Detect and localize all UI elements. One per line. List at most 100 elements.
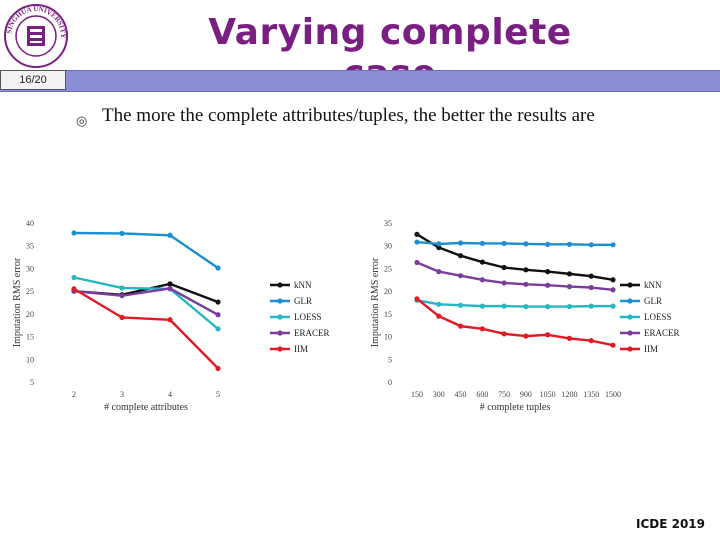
x-tick-label: 1500	[605, 390, 621, 399]
data-point-eracer	[215, 312, 221, 318]
legend-label-glr: GLR	[294, 296, 312, 306]
series-line-glr	[416, 240, 613, 247]
y-tick-label: 15	[26, 333, 34, 342]
circled-dot-bullet-icon: ◎	[76, 113, 88, 128]
y-tick-label: 30	[384, 242, 392, 251]
data-point-glr	[588, 242, 594, 248]
x-axis-label: # complete tuples	[480, 402, 551, 413]
data-point-iim	[566, 335, 573, 341]
chart-complete-attributes: 5 10 15 20 25 30 35 40 2 3 4 5 # complete attributes…	[12, 219, 330, 413]
data-point-loess	[71, 274, 77, 281]
data-point-knn	[436, 244, 442, 251]
y-tick-label: 20	[26, 310, 34, 319]
x-tick-label: 150	[411, 390, 423, 399]
data-point-loess	[436, 301, 442, 307]
y-axis-label: Imputation RMS error	[370, 257, 381, 347]
data-point-eracer	[436, 269, 442, 275]
data-point-loess	[545, 303, 551, 310]
data-point-iim	[545, 332, 551, 338]
y-tick-label: 25	[384, 264, 392, 273]
series-line-glr	[73, 231, 219, 269]
x-tick-label: 5	[216, 390, 220, 399]
series-line-eracer	[416, 261, 614, 291]
x-tick-label: 750	[498, 390, 510, 399]
x-tick-label: 3	[120, 390, 124, 399]
x-tick-label: 1050	[540, 390, 556, 399]
series-line-iim	[416, 297, 614, 347]
legend-label-loess: LOESS	[644, 312, 672, 322]
legend-label-eracer: ERACER	[644, 328, 680, 338]
data-point-loess	[215, 326, 221, 332]
data-point-glr	[610, 242, 616, 248]
y-tick-label: 5	[30, 378, 34, 387]
legend-marker-glr	[277, 298, 283, 304]
data-point-glr	[566, 241, 573, 247]
data-point-glr	[479, 240, 485, 247]
data-point-glr	[457, 240, 464, 246]
data-point-iim	[610, 342, 616, 348]
data-point-eracer	[566, 284, 573, 290]
data-point-knn	[545, 269, 551, 275]
x-tick-label: 4	[168, 390, 172, 399]
data-point-iim	[588, 338, 594, 344]
legend-label-iim: IIM	[294, 344, 308, 354]
data-point-knn	[167, 281, 173, 287]
data-point-knn	[457, 253, 464, 259]
series-line-loess	[73, 276, 219, 330]
data-point-loess	[610, 303, 616, 309]
y-tick-label: 30	[26, 264, 34, 273]
data-point-glr	[545, 241, 551, 247]
data-point-knn	[215, 299, 221, 305]
legend-marker-iim	[277, 346, 283, 352]
data-point-eracer	[545, 282, 551, 288]
y-tick-label: 25	[26, 287, 34, 296]
data-point-eracer	[523, 281, 529, 287]
y-tick-label: 40	[26, 219, 34, 228]
data-point-glr	[167, 232, 173, 238]
university-seal-icon: TSINGHUA UNIVERSITY	[2, 2, 68, 68]
data-point-eracer	[588, 284, 594, 291]
data-point-loess	[566, 303, 573, 310]
data-point-eracer	[479, 277, 485, 283]
series-line-loess	[416, 299, 613, 308]
data-point-knn	[479, 259, 485, 265]
data-point-glr	[501, 240, 507, 247]
data-point-loess	[523, 303, 529, 310]
y-tick-label: 10	[26, 355, 34, 364]
y-tick-label: 20	[384, 287, 392, 296]
data-point-knn	[501, 264, 507, 271]
data-point-glr	[436, 241, 442, 247]
footer-conference: ICDE 2019	[636, 517, 706, 531]
chart-complete-tuples: 0 5 10 15 20 25 30 35 150 300 450 600 750 900 1050 1200…	[370, 219, 680, 413]
y-tick-label: 15	[384, 310, 392, 319]
data-point-iim	[167, 317, 173, 323]
legend-label-loess: LOESS	[294, 312, 322, 322]
x-tick-label: 300	[433, 390, 445, 399]
data-point-eracer	[610, 287, 616, 293]
legend-label-knn: kNN	[294, 280, 312, 290]
bullet-text: The more the complete attributes/tuples,…	[102, 105, 595, 126]
y-tick-label: 0	[388, 378, 392, 387]
data-point-iim	[215, 365, 221, 371]
y-tick-label: 35	[384, 219, 392, 228]
data-point-glr	[523, 241, 529, 247]
y-tick-label: 5	[388, 355, 392, 364]
data-point-eracer	[457, 273, 464, 279]
title-bar	[0, 70, 720, 92]
data-point-eracer	[119, 293, 125, 299]
data-point-glr	[119, 230, 125, 237]
data-point-eracer	[414, 259, 420, 266]
data-point-glr	[71, 230, 77, 236]
data-point-loess	[119, 285, 125, 291]
legend-marker-loess	[627, 314, 633, 320]
y-tick-label: 10	[384, 333, 392, 342]
data-point-knn	[523, 267, 529, 273]
data-point-knn	[610, 277, 616, 283]
legend-marker-eracer	[627, 330, 633, 336]
legend-marker-loess	[277, 314, 283, 320]
data-point-eracer	[501, 280, 507, 286]
data-point-loess	[457, 302, 464, 308]
data-point-iim	[436, 313, 442, 319]
data-point-knn	[588, 273, 594, 279]
data-point-loess	[588, 303, 594, 309]
